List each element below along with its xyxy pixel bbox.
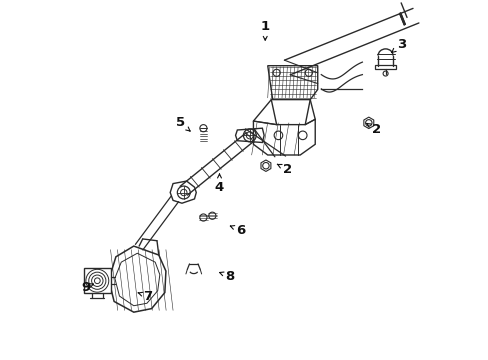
- Text: 5: 5: [175, 116, 190, 131]
- Circle shape: [200, 214, 206, 221]
- Text: 2: 2: [277, 163, 291, 176]
- Text: 4: 4: [214, 174, 224, 194]
- Text: 6: 6: [230, 224, 245, 237]
- Circle shape: [208, 212, 216, 219]
- Text: 8: 8: [219, 270, 234, 283]
- Text: 9: 9: [81, 281, 93, 294]
- Polygon shape: [83, 268, 111, 293]
- Text: 1: 1: [260, 20, 269, 40]
- Text: 2: 2: [366, 123, 381, 136]
- Text: 7: 7: [138, 289, 152, 303]
- Text: 3: 3: [391, 38, 406, 53]
